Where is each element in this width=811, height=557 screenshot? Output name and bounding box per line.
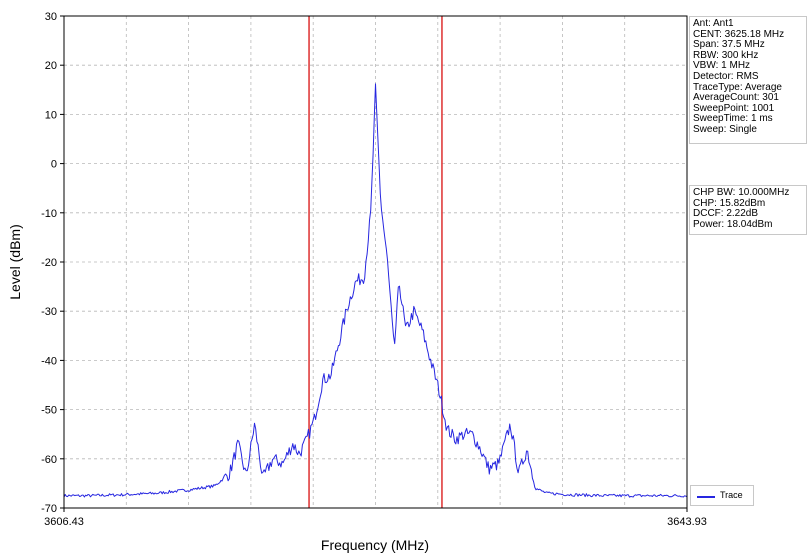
y-tick-label: -60 xyxy=(41,454,57,466)
settings-info-line: RBW: 300 kHz xyxy=(693,49,759,61)
series-line-trace xyxy=(63,83,688,498)
x-axis-label: Frequency (MHz) xyxy=(321,537,429,553)
measurement-info-line: Power: 18.04dBm xyxy=(693,218,773,230)
y-axis-label: Level (dBm) xyxy=(7,224,23,299)
settings-info-line: CENT: 3625.18 MHz xyxy=(693,28,785,40)
measurement-info-line: DCCF: 2.22dB xyxy=(693,208,759,220)
channel-markers xyxy=(308,16,443,508)
settings-info-line: Span: 37.5 MHz xyxy=(693,39,765,51)
settings-info-line: SweepTime: 1 ms xyxy=(693,113,773,125)
y-tick-label: 0 xyxy=(51,159,57,171)
legend-label-trace: Trace xyxy=(720,490,743,500)
y-tick-label: 10 xyxy=(45,109,57,121)
x-tick-label-start: 3606.43 xyxy=(44,516,84,528)
y-tick-label: -10 xyxy=(41,208,57,220)
settings-info-line: Detector: RMS xyxy=(693,70,759,82)
y-tick-label: -50 xyxy=(41,405,57,417)
analyzer-settings-panel: Ant: Ant1 CENT: 3625.18 MHz Span: 37.5 MHz… xyxy=(689,16,807,144)
measurement-info-line: CHP: 15.82dBm xyxy=(693,197,766,209)
legend: Trace xyxy=(690,485,754,506)
x-tick-label-end: 3643.93 xyxy=(667,516,707,528)
settings-info-line: SweepPoint: 1001 xyxy=(693,102,775,114)
settings-info-line: AverageCount: 301 xyxy=(693,92,779,104)
y-tick-label: -20 xyxy=(41,257,57,269)
legend-swatch-trace xyxy=(697,496,715,498)
y-tick-label: 30 xyxy=(45,11,57,23)
settings-info-line: Sweep: Single xyxy=(693,123,757,135)
y-tick-label: -30 xyxy=(41,306,57,318)
y-tick-label: 20 xyxy=(45,60,57,72)
channel-power-panel: CHP BW: 10.000MHz CHP: 15.82dBm DCCF: 2.22… xyxy=(689,185,807,235)
settings-info-line: Ant: Ant1 xyxy=(693,18,734,29)
settings-info-line: VBW: 1 MHz xyxy=(693,60,751,72)
grid-lines xyxy=(64,16,687,508)
settings-info-line: TraceType: Average xyxy=(693,81,782,93)
y-tick-label: -70 xyxy=(41,503,57,515)
measurement-info-line: CHP BW: 10.000MHz xyxy=(693,187,790,198)
y-tick-label: -40 xyxy=(41,355,57,367)
